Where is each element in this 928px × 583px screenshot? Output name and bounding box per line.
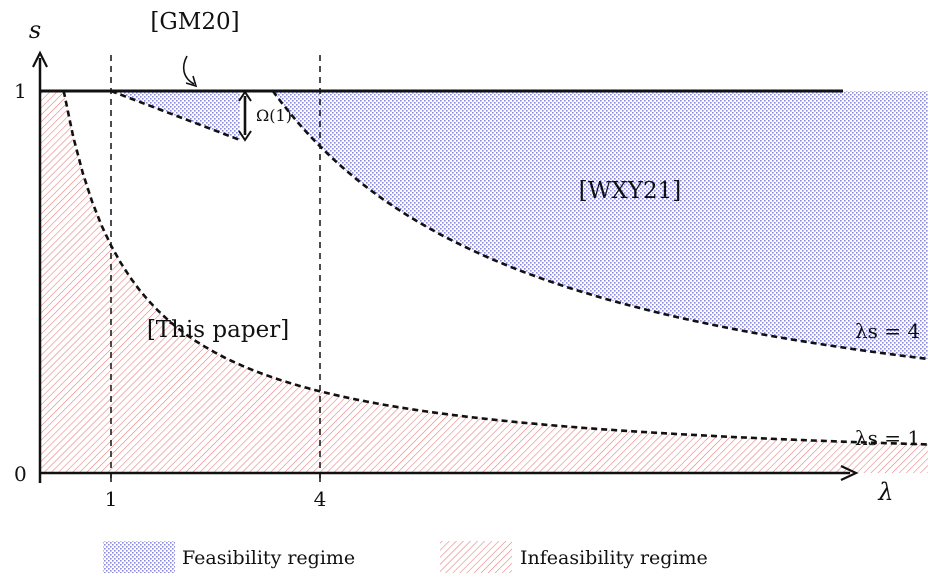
curve-label-lambda-s-4: λs = 4 xyxy=(855,319,920,343)
feasibility-region-wxy21 xyxy=(272,91,928,359)
gm20-pointer-arrow xyxy=(182,55,195,85)
x-axis-label: λ xyxy=(877,478,893,506)
x-tick-label-4: 4 xyxy=(314,487,327,511)
gm20-label: [GM20] xyxy=(150,9,239,35)
gm20-dashed-curve xyxy=(110,89,241,142)
y-tick-label-0: 0 xyxy=(14,462,27,486)
legend-label-infeasibility: Infeasibility regime xyxy=(520,547,708,569)
omega-label: Ω(1) xyxy=(256,106,292,125)
y-axis-label: s xyxy=(29,16,41,44)
x-axis-arrow-icon xyxy=(840,465,859,481)
legend-swatch-feasibility xyxy=(103,541,175,573)
curve-lambda-s-1 xyxy=(62,90,928,446)
curve-label-lambda-s-1: λs = 1 xyxy=(855,426,920,450)
gm20-arrowhead-icon xyxy=(185,75,198,88)
omega-arrowhead-bottom-icon xyxy=(238,130,252,142)
omega-arrowhead-top-icon xyxy=(238,90,252,102)
y-axis-arrow-icon xyxy=(32,50,48,68)
legend-label-feasibility: Feasibility regime xyxy=(182,547,355,569)
this-paper-label: [This paper] xyxy=(147,317,289,343)
infeasibility-region xyxy=(40,91,928,473)
curve-lambda-s-4 xyxy=(271,90,928,361)
wxy21-label: [WXY21] xyxy=(579,178,681,204)
legend-swatch-infeasibility xyxy=(440,541,512,573)
x-tick-label-1: 1 xyxy=(105,487,118,511)
y-tick-label-1: 1 xyxy=(14,79,27,103)
